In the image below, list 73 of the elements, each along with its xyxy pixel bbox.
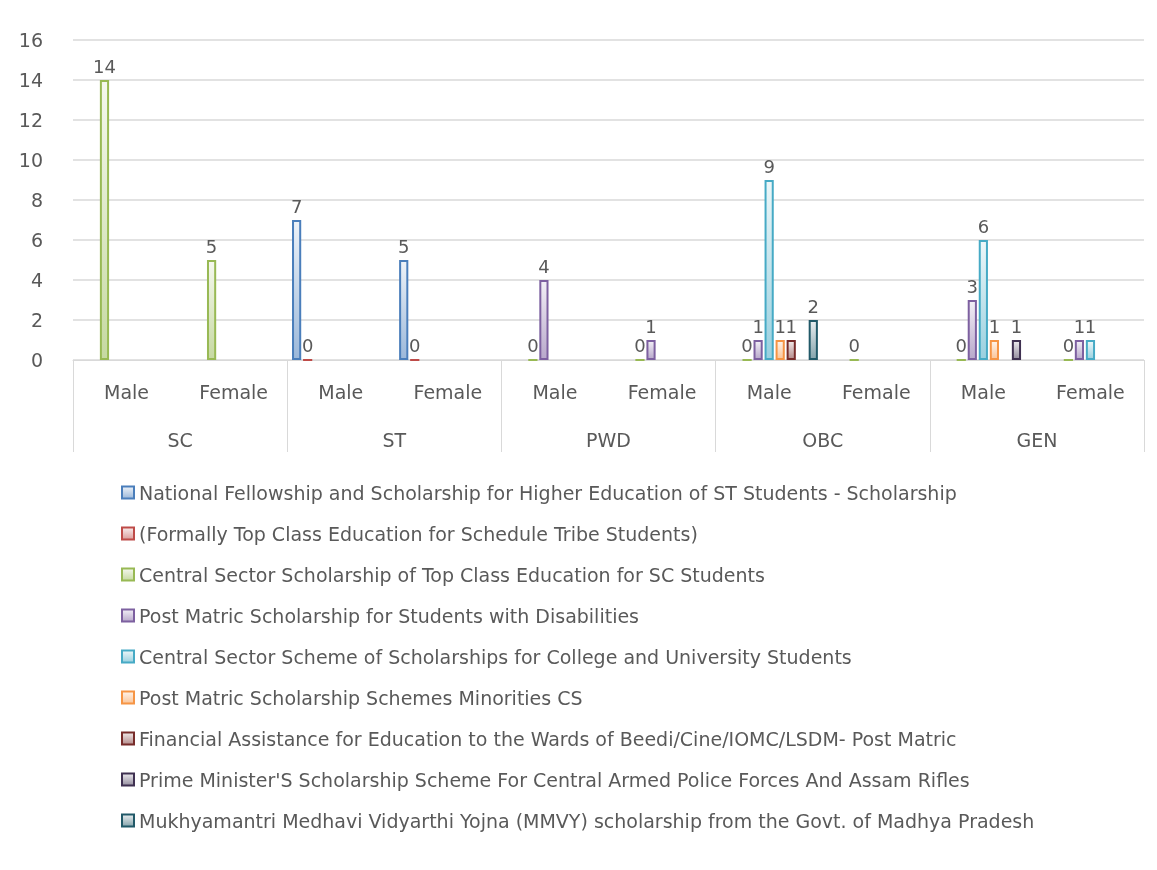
legend-label: Prime Minister'S Scholarship Scheme For Central Armed Police Forces And Assam Rifles bbox=[139, 768, 970, 791]
legend-label: Post Matric Scholarship Schemes Minorities CS bbox=[139, 686, 583, 709]
bar bbox=[989, 340, 999, 360]
data-label: 3 bbox=[966, 275, 979, 297]
data-label: 4 bbox=[538, 255, 550, 277]
data-label: 0 bbox=[955, 334, 968, 356]
data-label: 1 bbox=[774, 315, 786, 337]
legend-label: (Formally Top Class Education for Schedule Tribe Students) bbox=[139, 522, 698, 545]
bar bbox=[292, 220, 302, 360]
y-tick-label: 0 bbox=[30, 349, 43, 371]
y-tick-label: 16 bbox=[18, 29, 43, 51]
x-tick-label: Male bbox=[532, 380, 578, 403]
bar bbox=[1074, 340, 1085, 360]
x-tick-label: Female bbox=[627, 380, 697, 403]
data-label: 9 bbox=[763, 155, 775, 177]
bar bbox=[808, 320, 818, 360]
data-label: 1 bbox=[645, 315, 657, 337]
bar bbox=[775, 340, 785, 360]
data-label: 0 bbox=[527, 334, 539, 356]
text: ST bbox=[382, 428, 407, 451]
text: OBC bbox=[802, 428, 844, 451]
y-tick-label: 14 bbox=[18, 69, 43, 91]
y-tick-label: 6 bbox=[30, 229, 43, 251]
y-tick-label: 10 bbox=[18, 149, 43, 171]
y-tick-label: 8 bbox=[30, 189, 43, 211]
data-label: 1 bbox=[752, 315, 764, 337]
data-label: 1 bbox=[1084, 315, 1097, 337]
data-label: 5 bbox=[205, 235, 218, 257]
legend-label: Central Sector Scheme of Scholarships for College and University Students bbox=[139, 645, 852, 668]
legend-label: Central Sector Scholarship of Top Class Education for SC Students bbox=[139, 563, 765, 586]
bar bbox=[978, 240, 988, 360]
data-label: 0 bbox=[1062, 334, 1075, 356]
legend-label: Financial Assistance for Education to the Wards of Beedi/Cine/IOMC/LSDM- Post Matric bbox=[139, 727, 957, 750]
data-label: 0 bbox=[409, 334, 421, 356]
x-tick-label: Male bbox=[104, 380, 150, 403]
data-label: 6 bbox=[977, 215, 990, 237]
data-label: 0 bbox=[741, 334, 753, 356]
legend-label: Post Matric Scholarship for Students with Disabilities bbox=[139, 604, 639, 627]
data-label: 1 bbox=[1010, 315, 1023, 337]
legend-label: National Fellowship and Scholarship for Higher Education of ST Students - Scholarship bbox=[139, 481, 957, 504]
y-tick-label: 12 bbox=[18, 109, 43, 131]
bar bbox=[399, 260, 409, 360]
data-label: 5 bbox=[397, 235, 410, 257]
data-label: 0 bbox=[634, 334, 646, 356]
data-label: 0 bbox=[301, 334, 314, 356]
data-label: 2 bbox=[807, 295, 820, 317]
x-tick-label: Female bbox=[199, 380, 268, 403]
bar bbox=[753, 340, 763, 360]
bar bbox=[1011, 340, 1022, 360]
bar bbox=[1085, 340, 1096, 360]
x-tick-label: Female bbox=[1056, 380, 1125, 403]
data-label: 7 bbox=[290, 195, 303, 217]
x-tick-label: Female bbox=[413, 380, 483, 403]
text: GEN bbox=[1016, 428, 1058, 451]
data-label: 14 bbox=[93, 55, 116, 77]
bar bbox=[967, 300, 977, 360]
legend-label: Mukhyamantri Medhavi Vidyarthi Yojna (MMVY) scholarship from the Govt. of Madhya Pradesh bbox=[139, 809, 1035, 832]
bar bbox=[539, 280, 549, 360]
y-tick-label: 4 bbox=[30, 269, 43, 291]
bar bbox=[646, 340, 656, 360]
bar bbox=[786, 340, 796, 360]
text: PWD bbox=[586, 428, 631, 451]
x-tick-label: Male bbox=[960, 380, 1006, 403]
x-tick-label: Male bbox=[318, 380, 364, 403]
y-tick-label: 2 bbox=[30, 309, 43, 331]
text: SC bbox=[167, 428, 193, 451]
data-label: 1 bbox=[1073, 315, 1086, 337]
data-label: 1 bbox=[988, 315, 1001, 337]
data-label: 1 bbox=[785, 315, 797, 337]
data-label: 0 bbox=[848, 334, 860, 356]
x-tick-label: Female bbox=[841, 380, 911, 403]
bar bbox=[764, 180, 774, 360]
x-tick-label: Male bbox=[746, 380, 792, 403]
